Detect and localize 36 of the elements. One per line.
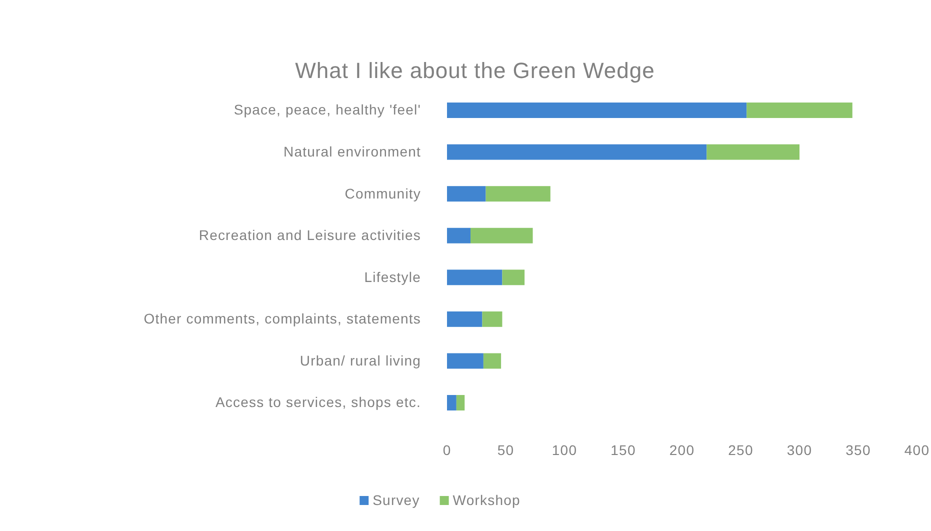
bar [456,395,465,410]
bar [447,311,482,327]
x-tick-label: 250 [728,442,754,458]
y-tick-label: Other comments, complaints, statements [144,310,421,327]
y-tick-label: Urban/ rural living [300,352,421,368]
legend-label: Workshop [452,492,520,508]
x-tick-label: 0 [442,442,452,458]
y-tick-label: Access to services, shops etc. [215,394,421,410]
y-tick-label: Lifestyle [364,268,421,285]
bar [447,144,707,160]
bar [447,395,456,410]
bar [447,353,484,369]
y-tick-label: Space, peace, healthy 'feel' [234,102,421,118]
y-tick-label: Recreation and Leisure activities [198,227,421,244]
bar [447,186,486,202]
x-tick-label: 200 [669,442,695,458]
bar [447,102,747,118]
y-tick-label: Community [344,185,421,202]
bar [502,270,525,286]
legend-label: Survey [372,492,420,508]
chart-title: What I like about the Green Wedge [295,58,655,83]
bar [483,353,502,369]
bar [746,102,852,118]
x-tick-label: 400 [904,442,930,458]
bar [447,228,470,244]
bar [470,228,533,244]
x-tick-label: 50 [497,442,514,458]
bar [447,270,502,286]
x-tick-label: 350 [846,442,871,458]
bar [486,186,550,202]
bar [482,311,502,327]
x-tick-label: 150 [610,442,636,458]
y-tick-label: Natural environment [284,144,421,160]
x-tick-label: 100 [552,442,578,458]
x-tick-label: 300 [786,442,812,458]
bar [706,144,800,160]
